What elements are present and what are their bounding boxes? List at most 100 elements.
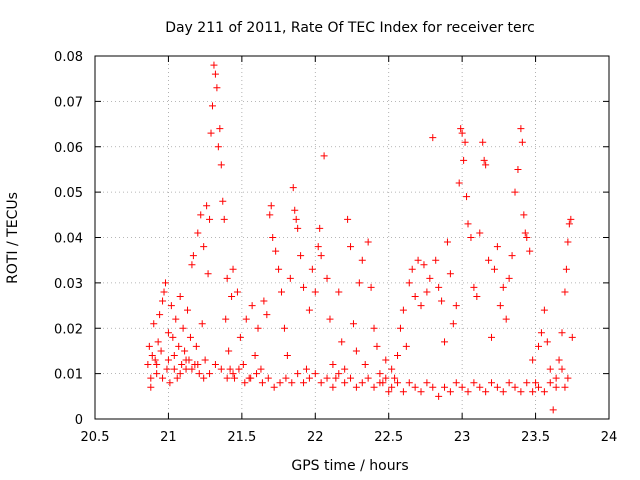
data-point <box>231 374 239 382</box>
data-point <box>169 333 177 341</box>
data-point <box>300 379 308 387</box>
data-point <box>294 224 302 232</box>
data-point <box>523 234 531 241</box>
data-point <box>264 374 272 382</box>
data-point <box>147 383 155 391</box>
x-tick-label: 23 <box>454 430 471 445</box>
x-tick-label: 22.5 <box>374 430 403 445</box>
data-point <box>344 215 352 223</box>
data-point <box>247 374 255 382</box>
data-point <box>200 374 208 382</box>
x-tick-label: 21 <box>160 430 177 445</box>
data-point <box>170 351 178 359</box>
data-point <box>179 324 187 332</box>
data-point <box>567 215 575 223</box>
data-point <box>518 138 526 146</box>
data-point <box>329 383 337 391</box>
data-point <box>207 129 215 137</box>
data-point <box>493 243 501 251</box>
data-point <box>455 179 463 187</box>
data-point <box>496 302 504 310</box>
data-point <box>266 211 274 219</box>
data-point <box>289 184 297 192</box>
data-point <box>505 274 513 282</box>
data-point <box>323 374 331 382</box>
data-point <box>167 302 175 310</box>
data-point <box>520 211 528 219</box>
y-tick-label: 0.07 <box>54 95 83 110</box>
data-point <box>470 283 478 291</box>
data-point <box>565 220 573 228</box>
data-point <box>326 315 334 323</box>
data-point <box>408 265 416 273</box>
data-point <box>426 274 434 282</box>
data-point <box>464 388 472 396</box>
data-point <box>499 388 507 396</box>
data-point <box>150 320 158 328</box>
data-point <box>420 261 428 269</box>
data-point <box>449 320 457 328</box>
data-point <box>364 374 372 382</box>
data-point <box>173 374 181 382</box>
data-point <box>405 279 413 287</box>
data-point <box>213 84 221 92</box>
data-point <box>446 270 454 278</box>
data-point <box>283 351 291 359</box>
data-point <box>526 247 534 255</box>
data-point <box>405 379 413 387</box>
data-point <box>562 265 570 273</box>
data-point <box>226 365 234 373</box>
data-point <box>164 329 172 337</box>
data-point <box>216 125 224 133</box>
x-axis-label: GPS time / hours <box>291 458 408 474</box>
data-point <box>280 324 288 332</box>
data-point <box>382 374 390 382</box>
data-point <box>235 365 243 373</box>
x-axis-ticks: 20.5 21 21.5 22 22.5 23 23.5 24 <box>81 56 617 445</box>
data-point <box>441 338 449 346</box>
data-point <box>367 283 375 291</box>
data-point <box>488 333 496 341</box>
chart-title: Day 211 of 2011, Rate Of TEC Index for r… <box>165 20 535 36</box>
data-point <box>470 379 478 387</box>
data-point <box>178 361 186 369</box>
data-point <box>159 297 167 305</box>
data-point <box>219 197 227 205</box>
data-point <box>411 292 419 300</box>
data-point <box>184 306 192 314</box>
grid-lines <box>95 56 609 419</box>
data-point <box>561 288 569 296</box>
data-point <box>443 238 451 246</box>
data-point <box>349 320 357 328</box>
data-point <box>482 161 490 169</box>
y-tick-label: 0.06 <box>54 141 83 156</box>
data-point <box>316 224 324 232</box>
data-point <box>186 333 194 341</box>
data-point <box>460 156 468 164</box>
data-point <box>198 320 206 328</box>
y-tick-label: 0.03 <box>54 277 83 292</box>
data-point <box>552 374 560 382</box>
data-point <box>200 243 208 251</box>
y-tick-label: 0.05 <box>54 186 83 201</box>
data-point <box>211 70 219 78</box>
data-point <box>385 388 393 396</box>
data-point <box>236 333 244 341</box>
data-point <box>222 315 230 323</box>
data-point <box>241 379 249 387</box>
data-point <box>423 288 431 296</box>
data-point <box>394 379 402 387</box>
data-point <box>505 379 513 387</box>
data-point <box>452 379 460 387</box>
data-point <box>341 365 349 373</box>
data-point <box>267 202 275 210</box>
data-point <box>564 238 572 246</box>
data-point <box>251 351 259 359</box>
data-point <box>529 388 537 396</box>
data-point <box>521 229 529 237</box>
data-point <box>423 379 431 387</box>
data-point <box>332 374 340 382</box>
data-point <box>320 152 328 160</box>
data-point <box>361 361 369 369</box>
data-point <box>278 288 286 296</box>
